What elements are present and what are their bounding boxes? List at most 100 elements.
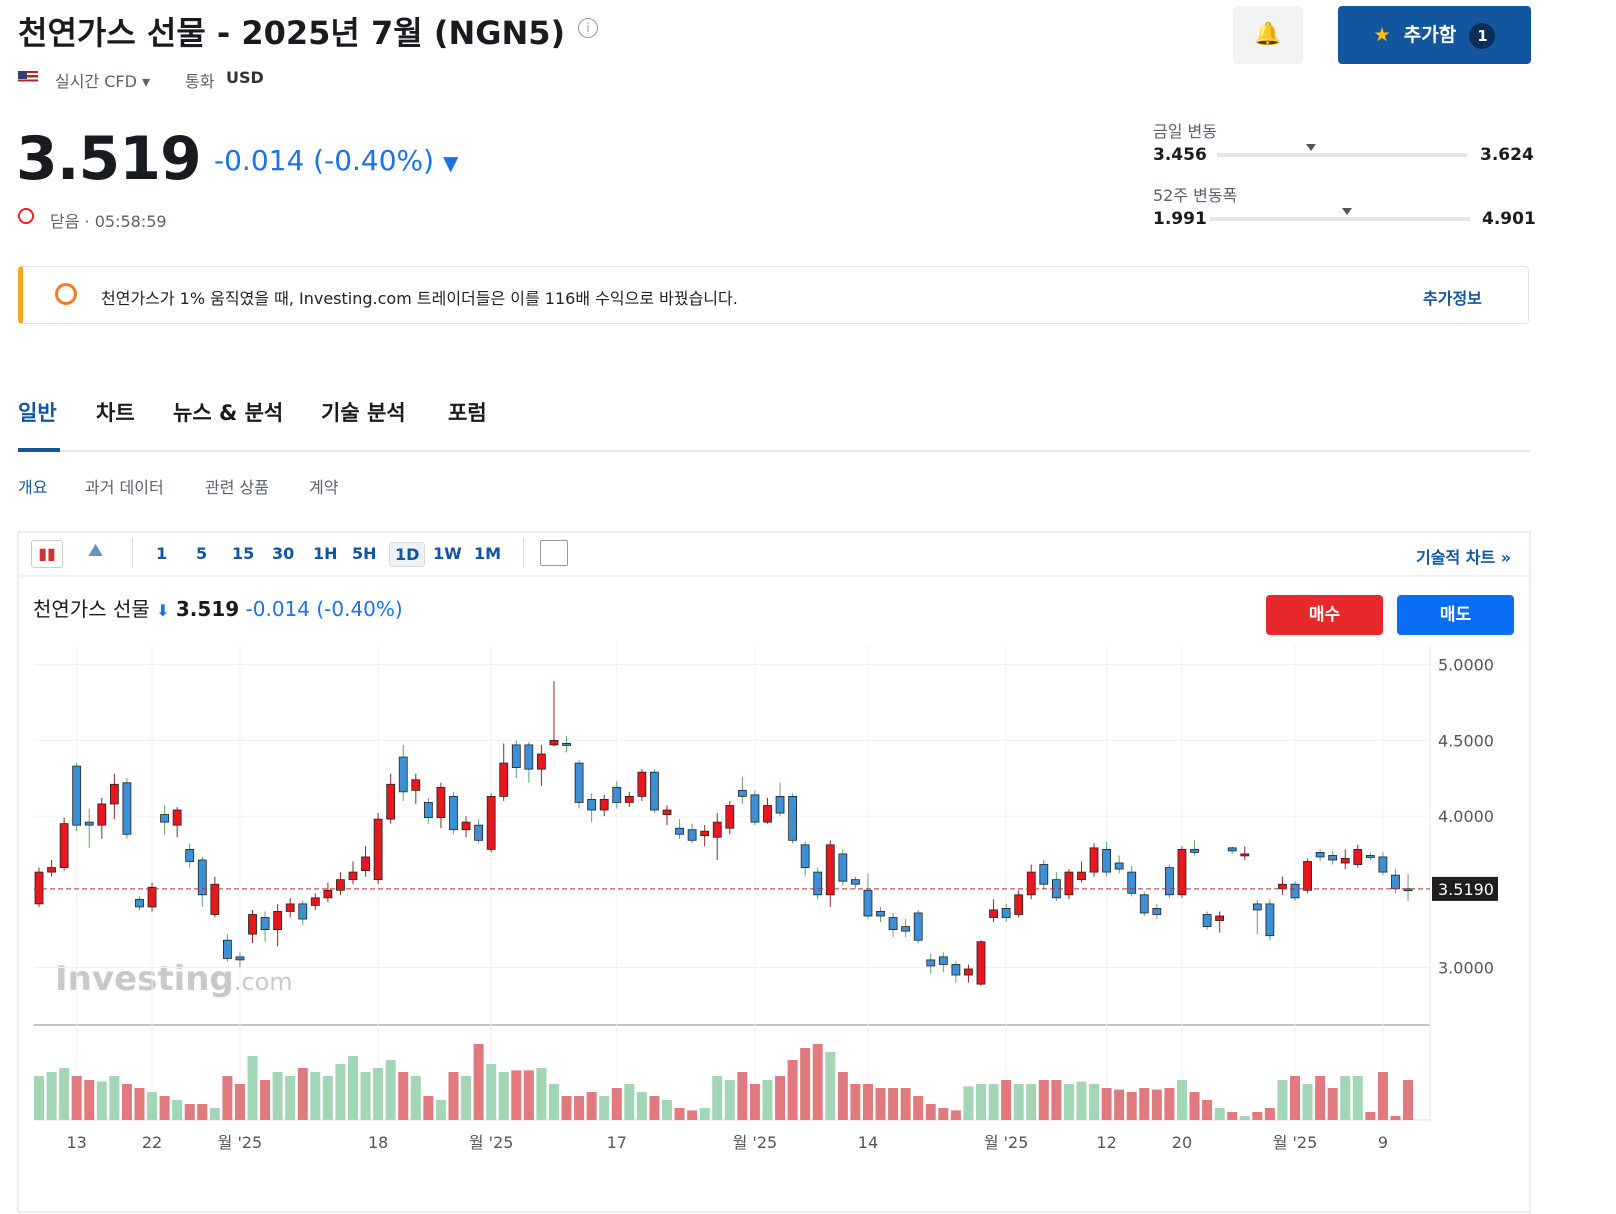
tab[interactable]: 뉴스 & 분석	[173, 401, 284, 425]
interval[interactable]: 5	[196, 544, 208, 563]
technical-chart-link[interactable]: 기술적 차트 »	[1416, 548, 1512, 567]
tab[interactable]: 기술 분석	[321, 401, 406, 425]
volume-bar	[862, 1084, 873, 1120]
candle-body	[486, 795, 496, 850]
candle-body	[788, 795, 797, 841]
week52-range-label: 52주 변동폭	[1153, 186, 1238, 205]
interval[interactable]: 1M	[474, 544, 502, 563]
currency-label: 통화	[185, 72, 215, 91]
x-tick-label: 9	[1378, 1133, 1388, 1152]
volume-bar	[825, 1052, 836, 1120]
volume-bar	[1340, 1076, 1351, 1120]
x-tick-label: 월 '25	[218, 1133, 263, 1152]
candle-body	[310, 897, 320, 906]
candle-body	[436, 786, 446, 818]
volume-bar	[1151, 1089, 1162, 1120]
sell-button[interactable]: 매도	[1397, 595, 1514, 635]
candle-body	[1240, 853, 1250, 857]
volume-bar	[737, 1072, 748, 1120]
candle-body	[1152, 908, 1162, 915]
watchlist-count: 1	[1469, 23, 1496, 49]
banner-text: 천연가스가 1% 움직였을 때, Investing.com 트레이더들은 이를…	[101, 289, 738, 308]
volume-bar	[473, 1044, 484, 1120]
subtab[interactable]: 계약	[309, 478, 339, 497]
volume-bar	[360, 1072, 371, 1120]
candle-body	[1328, 855, 1338, 861]
volume-bar	[1277, 1080, 1288, 1120]
candle-body	[185, 848, 195, 862]
volume-bar	[1365, 1112, 1376, 1120]
interval[interactable]: 15	[232, 544, 255, 563]
subtab[interactable]: 개요	[18, 478, 48, 497]
chart-change: -0.014	[245, 597, 310, 621]
market-type[interactable]: 실시간 CFD ▾	[55, 72, 151, 91]
candle-body	[1252, 903, 1262, 911]
market-status: 닫음 · 05:58:59	[50, 212, 167, 231]
volume-bar	[523, 1070, 534, 1120]
candle-body	[1139, 894, 1149, 914]
y-tick-label: 3.0000	[1438, 958, 1494, 977]
candle-type-button[interactable]: ▮▮	[31, 540, 63, 568]
candle-body	[650, 771, 659, 811]
volume-bar	[800, 1048, 811, 1120]
volume-bar	[96, 1081, 107, 1120]
current-price-tag	[1432, 876, 1498, 901]
candle-body	[1190, 848, 1199, 853]
volume-bar	[925, 1104, 936, 1120]
candle-body	[386, 783, 396, 820]
day-low: 3.456	[1153, 145, 1207, 165]
volume-bar	[448, 1072, 459, 1120]
subtab[interactable]: 과거 데이터	[85, 478, 164, 497]
candle-body	[888, 917, 898, 931]
volume-bar	[435, 1100, 446, 1120]
alert-button[interactable]: 🔔	[1233, 6, 1303, 64]
volume-bar	[1315, 1076, 1326, 1120]
candle-body	[160, 814, 170, 823]
tab[interactable]: 포럼	[448, 401, 487, 425]
candle-body	[1077, 871, 1086, 881]
volume-bar	[423, 1096, 434, 1120]
candle-body	[222, 939, 232, 959]
volume-bar	[1026, 1084, 1037, 1120]
range-marker	[1305, 144, 1316, 151]
layout-button[interactable]	[540, 540, 568, 566]
interval[interactable]: 5H	[352, 544, 377, 563]
candle-body	[323, 889, 333, 899]
watermark-part: Investing	[55, 959, 234, 999]
watchlist-button[interactable]: ★ 추가함 1	[1338, 6, 1531, 64]
candle-body	[423, 802, 433, 818]
interval-selected[interactable]: 1D	[389, 542, 426, 567]
candle-body	[662, 809, 672, 815]
volume-bar	[1139, 1088, 1150, 1120]
interval[interactable]: 1W	[433, 544, 462, 563]
candle-body	[599, 799, 609, 811]
area-type-button[interactable]: ⛰	[88, 540, 104, 561]
candle-body	[989, 909, 998, 918]
volume-bar	[1101, 1088, 1112, 1120]
candle-body	[336, 879, 345, 891]
candle-body	[1114, 862, 1124, 870]
candle-body	[775, 795, 785, 814]
volume-bar	[1264, 1108, 1275, 1120]
volume-bar	[159, 1096, 170, 1120]
info-icon[interactable]: i	[578, 18, 598, 38]
volume-bar	[724, 1080, 735, 1120]
interval[interactable]: 1H	[313, 544, 338, 563]
banner-link[interactable]: 추가정보	[1423, 289, 1482, 308]
volume-bar	[749, 1084, 760, 1120]
down-arrow: ▼	[442, 151, 459, 175]
subtab[interactable]: 관련 상품	[205, 478, 269, 497]
interval[interactable]: 30	[272, 544, 295, 563]
interval[interactable]: 1	[156, 544, 168, 563]
buy-button[interactable]: 매수	[1266, 595, 1383, 635]
candle-body	[273, 911, 283, 931]
chart-panel-border	[17, 531, 1531, 1213]
x-tick-label: 12	[1096, 1133, 1116, 1152]
volume-bar	[674, 1108, 685, 1120]
volume-bar	[1290, 1076, 1300, 1120]
volume-bar	[662, 1100, 672, 1120]
candle-body	[1026, 871, 1036, 896]
candle-body	[624, 795, 634, 803]
tab[interactable]: 일반	[18, 401, 57, 425]
tab[interactable]: 차트	[96, 401, 135, 425]
